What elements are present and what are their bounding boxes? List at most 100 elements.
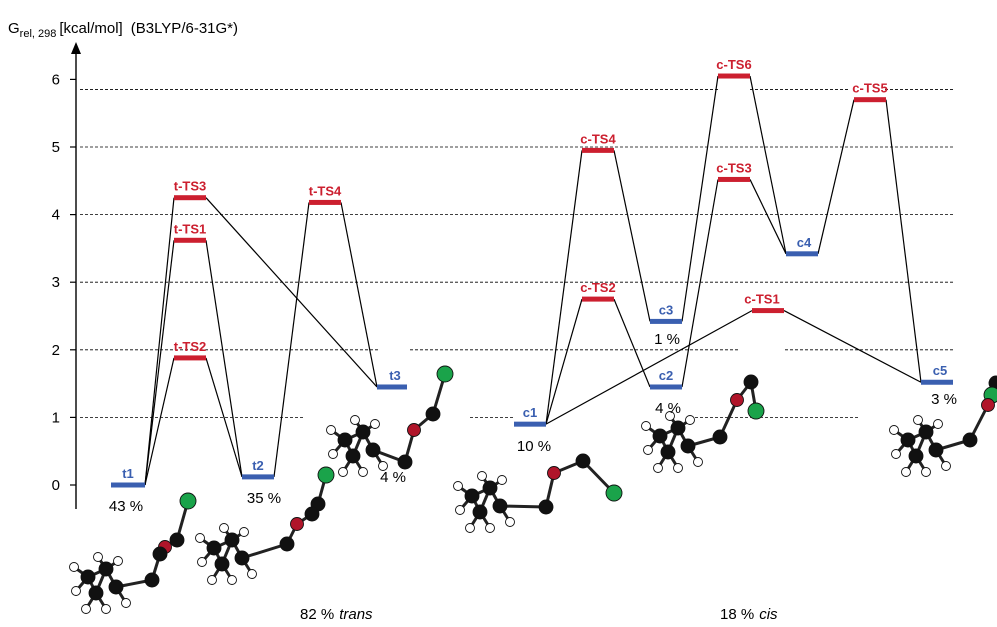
energy-level-t-TS2 [174,355,206,361]
energy-levels [111,73,953,488]
axis-tick-label: 0 [52,477,60,494]
atom-h [485,523,495,533]
atom-h [653,463,663,473]
atom-c [928,442,944,458]
state-label-c1: c1 [523,405,537,420]
atom-h [197,557,207,567]
population-t3: 4 % [380,469,406,486]
atom-h [358,467,368,477]
atom-c [962,432,978,448]
axis-tick-label: 3 [52,274,60,291]
trans-footer: 82 % trans [300,606,373,623]
cis-footer: 18 % cis [720,606,778,623]
atom-c [575,453,591,469]
energy-level-t-TS4 [309,199,341,205]
energy-level-c4 [786,251,818,257]
state-label-c-TS1: c-TS1 [744,292,779,307]
axis-title: Grel, 298 [kcal/mol] (B3LYP/6-31G*) [8,20,238,40]
atom-h [673,463,683,473]
atom-c [108,579,124,595]
atom-h [693,457,703,467]
atom-h [370,419,380,429]
molecule-c1 [453,453,623,533]
bond [498,504,548,509]
energy-level-t2 [242,474,274,480]
energy-level-c-TS2 [582,296,614,302]
molecule-t1 [69,492,197,614]
atom-c [304,506,320,522]
path-connector [885,99,922,383]
atom-c [464,488,480,504]
atom-c [712,429,728,445]
energy-level-c-TS5 [854,97,886,103]
state-label-c3: c3 [659,302,673,317]
state-label-t-TS4: t-TS4 [309,183,342,198]
energy-level-t3 [377,384,407,390]
state-label-c-TS4: c-TS4 [580,131,616,146]
molecule-t3 [326,365,454,477]
path-connector [613,298,651,388]
atom-h [901,467,911,477]
path-connector [144,240,175,486]
atom-c [337,432,353,448]
atom-c [365,442,381,458]
atom-c [234,550,250,566]
state-label-c-TS3: c-TS3 [716,160,751,175]
atom-h [665,411,675,421]
atom-h [101,604,111,614]
atom-h [465,523,475,533]
axis-ticks: 0 1 2 3 4 5 6 [52,71,76,494]
path-connector [681,179,719,388]
axis-title-text: Grel, 298 [kcal/mol] (B3LYP/6-31G*) [8,20,238,40]
path-connector [749,179,787,255]
atom-h [338,467,348,477]
atom-c [670,420,686,436]
axis-tick-label: 6 [52,71,60,88]
atom-h [477,471,487,481]
axis-arrow-icon [71,42,81,54]
reaction-paths [144,75,922,486]
atom-h [326,425,336,435]
atom-h [81,604,91,614]
atom-c [492,498,508,514]
atom-h [239,527,249,537]
atom-h [247,569,257,579]
atom-h [685,415,695,425]
atom-o [290,517,304,531]
energy-level-c-TS1 [752,308,784,314]
atom-h [93,552,103,562]
molecule-t2 [195,466,335,585]
atom-h [889,425,899,435]
population-c3: 1 % [654,331,680,348]
energy-level-c-TS4 [582,147,614,153]
population-c2: 4 % [655,400,681,417]
atom-cl [436,365,454,383]
molecule-structures [69,365,997,614]
atom-c [80,569,96,585]
atom-h [113,556,123,566]
atom-h [497,475,507,485]
energy-level-c-TS6 [718,73,750,79]
state-label-c5: c5 [933,363,947,378]
atom-h [933,419,943,429]
population-t1: 43 % [109,498,143,515]
atom-c [169,532,185,548]
atom-h [227,575,237,585]
energy-level-t-TS3 [174,195,206,201]
atom-h [207,575,217,585]
atom-c [918,424,934,440]
energy-level-c2 [650,384,682,390]
atom-h [643,445,653,455]
atom-c [88,585,104,601]
atom-h [641,421,651,431]
state-label-t2: t2 [252,458,264,473]
population-c5: 3 % [931,391,957,408]
state-label-t-TS1: t-TS1 [174,221,207,236]
atom-c [482,480,498,496]
state-label-t3: t3 [389,368,401,383]
atom-h [913,415,923,425]
state-label-c2: c2 [659,368,673,383]
atom-h [921,467,931,477]
molecule-c2 [641,374,765,473]
